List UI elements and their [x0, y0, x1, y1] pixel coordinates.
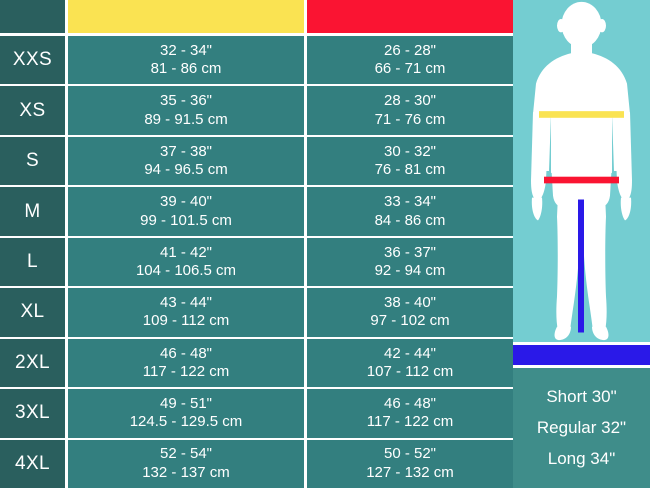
chest-cm: 109 - 112 cm — [142, 312, 230, 330]
chest-inches: 39 - 40" — [159, 193, 213, 211]
waist-inches: 38 - 40" — [383, 294, 437, 312]
size-label-xl: XL — [0, 288, 68, 337]
waist-cell: 42 - 44" 107 - 112 cm — [307, 338, 513, 388]
chest-inches: 37 - 38" — [159, 142, 213, 160]
chest-cm: 94 - 96.5 cm — [144, 161, 228, 179]
waist-cell: 38 - 40" 97 - 102 cm — [307, 288, 513, 337]
waist-cm: 97 - 102 cm — [370, 312, 450, 330]
waist-cm: 107 - 112 cm — [366, 362, 454, 380]
table-row: S 37 - 38" 94 - 96.5 cm 30 - 32" 76 - 81 cm — [0, 136, 513, 188]
chest-cm: 104 - 106.5 cm — [135, 261, 237, 279]
table-header-row — [0, 0, 513, 36]
chest-inches: 46 - 48" — [159, 344, 213, 362]
waist-color-swatch — [307, 0, 513, 33]
chest-cm: 99 - 101.5 cm — [140, 211, 232, 229]
chest-inches: 35 - 36" — [159, 92, 213, 110]
chest-inches: 52 - 54" — [159, 445, 213, 463]
figure-head — [561, 1, 602, 48]
waist-cm: 66 - 71 cm — [374, 60, 446, 78]
chest-cell: 39 - 40" 99 - 101.5 cm — [68, 187, 307, 236]
chest-cell: 49 - 51" 124.5 - 129.5 cm — [68, 389, 307, 438]
inseam-options: Short 30" Regular 32" Long 34" — [513, 368, 650, 488]
chest-cm: 89 - 91.5 cm — [144, 110, 228, 128]
chest-inches: 41 - 42" — [159, 243, 213, 261]
waist-inches: 42 - 44" — [383, 344, 437, 362]
chest-cm: 81 - 86 cm — [150, 60, 222, 78]
chest-inches: 32 - 34" — [159, 41, 213, 59]
size-label-s: S — [0, 136, 68, 186]
waist-cm: 84 - 86 cm — [374, 211, 446, 229]
table-row: 4XL 52 - 54" 132 - 137 cm 50 - 52" 127 - 132… — [0, 439, 513, 488]
size-label-m: M — [0, 187, 68, 236]
chest-color-swatch — [68, 0, 307, 33]
waist-cm: 71 - 76 cm — [374, 110, 446, 128]
figure-leg-right — [583, 194, 607, 331]
inseam-measure-line — [578, 199, 584, 333]
chest-cm: 117 - 122 cm — [142, 362, 230, 380]
chest-measure-line — [539, 111, 624, 118]
waist-inches: 46 - 48" — [383, 394, 437, 412]
chest-cell: 32 - 34" 81 - 86 cm — [68, 36, 307, 85]
size-table: XXS 32 - 34" 81 - 86 cm 26 - 28" 66 - 71 cm X… — [0, 0, 513, 488]
waist-cell: 33 - 34" 84 - 86 cm — [307, 187, 513, 236]
waist-cell: 30 - 32" 76 - 81 cm — [307, 136, 513, 186]
waist-cell: 46 - 48" 117 - 122 cm — [307, 389, 513, 438]
chest-inches: 49 - 51" — [159, 394, 213, 412]
waist-cell: 36 - 37" 92 - 94 cm — [307, 237, 513, 287]
chest-cm: 124.5 - 129.5 cm — [129, 413, 243, 431]
header-corner-cell — [0, 0, 68, 33]
waist-inches: 50 - 52" — [383, 445, 437, 463]
waist-inches: 30 - 32" — [383, 142, 437, 160]
size-label-3xl: 3XL — [0, 389, 68, 438]
figure-arm-right — [614, 112, 632, 200]
waist-cm: 92 - 94 cm — [374, 261, 446, 279]
size-label-2xl: 2XL — [0, 338, 68, 388]
size-label-l: L — [0, 237, 68, 287]
chest-cell: 43 - 44" 109 - 112 cm — [68, 288, 307, 337]
waist-cell: 50 - 52" 127 - 132 cm — [307, 439, 513, 488]
waist-inches: 36 - 37" — [383, 243, 437, 261]
waist-cell: 28 - 30" 71 - 76 cm — [307, 86, 513, 135]
chest-cell: 35 - 36" 89 - 91.5 cm — [68, 86, 307, 135]
waist-cell: 26 - 28" 66 - 71 cm — [307, 36, 513, 85]
inseam-option-regular: Regular 32" — [536, 418, 627, 437]
size-label-xs: XS — [0, 86, 68, 135]
waist-cm: 127 - 132 cm — [366, 463, 454, 481]
table-row: 3XL 49 - 51" 124.5 - 129.5 cm 46 - 48" 117 -… — [0, 389, 513, 440]
table-row: L 41 - 42" 104 - 106.5 cm 36 - 37" 92 - 94 c… — [0, 237, 513, 289]
table-row: XS 35 - 36" 89 - 91.5 cm 28 - 30" 71 - 76 cm — [0, 86, 513, 137]
size-label-4xl: 4XL — [0, 439, 68, 488]
inseam-option-short: Short 30" — [546, 387, 617, 406]
waist-inches: 28 - 30" — [383, 92, 437, 110]
figure-arm-left — [531, 112, 549, 200]
body-illustration — [513, 0, 650, 342]
waist-measure-line — [544, 176, 619, 184]
table-row: M 39 - 40" 99 - 101.5 cm 33 - 34" 84 - 86 cm — [0, 187, 513, 238]
chest-cm: 132 - 137 cm — [142, 463, 230, 481]
inseam-option-long: Long 34" — [547, 449, 616, 468]
chest-cell: 46 - 48" 117 - 122 cm — [68, 338, 307, 388]
chest-cell: 52 - 54" 132 - 137 cm — [68, 439, 307, 488]
waist-inches: 26 - 28" — [383, 41, 437, 59]
waist-cm: 117 - 122 cm — [366, 413, 454, 431]
chest-cell: 37 - 38" 94 - 96.5 cm — [68, 136, 307, 186]
waist-inches: 33 - 34" — [383, 193, 437, 211]
chest-cell: 41 - 42" 104 - 106.5 cm — [68, 237, 307, 287]
table-row: XL 43 - 44" 109 - 112 cm 38 - 40" 97 - 102 c… — [0, 288, 513, 339]
waist-cm: 76 - 81 cm — [374, 161, 446, 179]
inseam-color-bar — [513, 342, 650, 368]
table-row: 2XL 46 - 48" 117 - 122 cm 42 - 44" 107 - 112… — [0, 338, 513, 390]
chest-inches: 43 - 44" — [159, 294, 213, 312]
table-row: XXS 32 - 34" 81 - 86 cm 26 - 28" 66 - 71 cm — [0, 36, 513, 87]
figure-panel: Short 30" Regular 32" Long 34" — [513, 0, 650, 488]
figure-leg-left — [556, 194, 580, 331]
size-label-xxs: XXS — [0, 36, 68, 85]
